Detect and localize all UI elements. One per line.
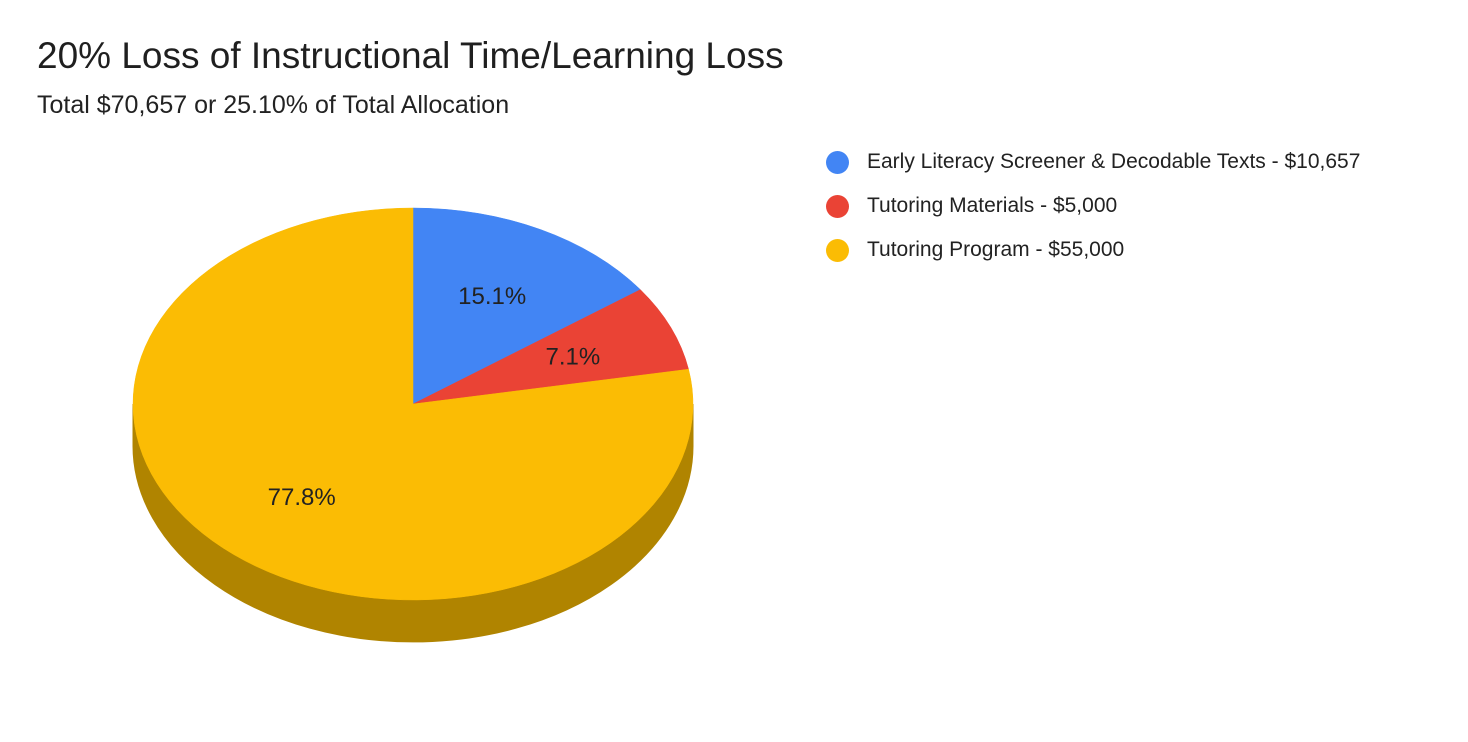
pie-tops [132, 207, 694, 601]
pie-slice-tutoring-program[interactable] [132, 207, 694, 601]
legend-swatch-tutoring-program [826, 238, 849, 262]
legend-swatch-early-literacy [826, 150, 849, 174]
legend-item[interactable]: Tutoring Program - $55,000 [826, 228, 1360, 272]
slice-label-tutoring-program: 77.8% [268, 484, 336, 511]
legend-label: Early Literacy Screener & Decodable Text… [867, 150, 1361, 173]
chart-title: 20% Loss of Instructional Time/Learning … [37, 35, 784, 76]
legend-item[interactable]: Early Literacy Screener & Decodable Text… [826, 140, 1360, 184]
legend-label: Tutoring Materials - $5,000 [867, 194, 1118, 217]
pie-slice-tutoring-materials[interactable] [412, 289, 689, 405]
slice-label-early-literacy-screener-decodable-texts: 15.1% [458, 283, 526, 310]
pie-slice-early-literacy-screener-decodable-texts[interactable] [412, 207, 641, 405]
legend: Early Literacy Screener & Decodable Text… [826, 140, 1360, 272]
slice-label-tutoring-materials: 7.1% [545, 344, 600, 371]
pie-labels: 15.1% 7.1% 77.8% [268, 283, 601, 511]
legend-label: Tutoring Program - $55,000 [867, 238, 1125, 261]
legend-swatch-tutoring-materials [826, 194, 849, 218]
legend-item[interactable]: Tutoring Materials - $5,000 [826, 184, 1360, 228]
chart-subtitle: Total $70,657 or 25.10% of Total Allocat… [37, 91, 510, 119]
